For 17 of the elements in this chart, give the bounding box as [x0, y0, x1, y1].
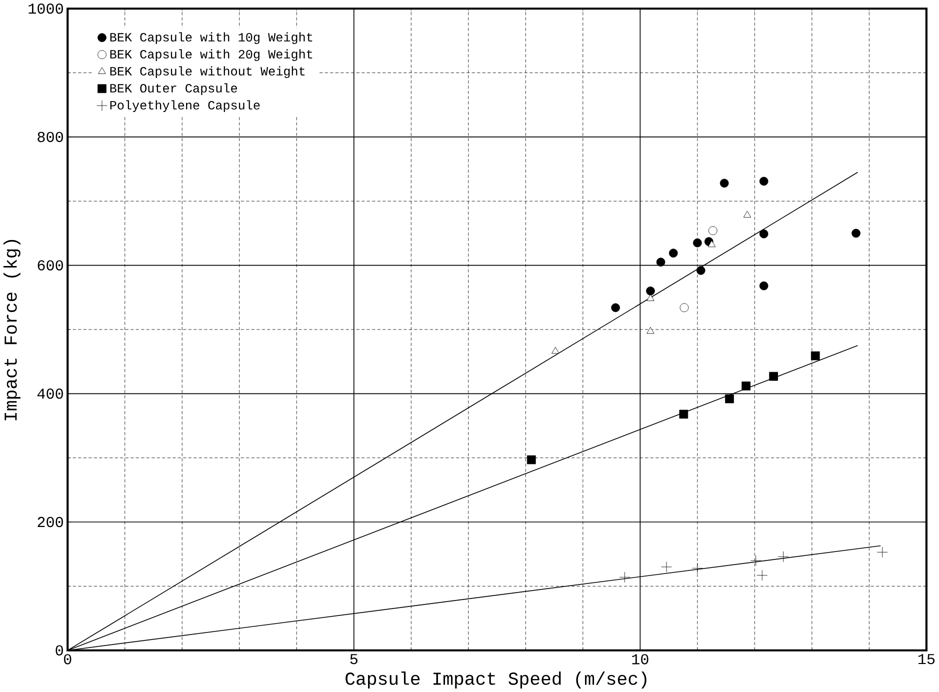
legend-label: Polyethylene Capsule [110, 100, 260, 112]
y-tick-label: 0 [56, 645, 63, 656]
x-tick-label: 10 [632, 654, 648, 664]
legend-label: BEK Capsule with 10g Weight [110, 32, 312, 44]
y-tick-label: 600 [38, 260, 63, 270]
x-tick-label: 15 [918, 654, 935, 664]
legend-label: BEK Outer Capsule [110, 83, 238, 96]
x-axis-title: Capsule Impact Speed (m/sec) [346, 672, 646, 688]
y-tick-label: 1000 [28, 4, 63, 14]
x-tick-label: 5 [350, 654, 358, 664]
x-tick-label: 0 [64, 654, 72, 664]
y-tick-label: 200 [38, 516, 63, 528]
legend-label: BEK Capsule with 20g Weight [110, 49, 312, 62]
legend-label: BEK Capsule without Weight [110, 66, 305, 78]
y-tick-label: 800 [38, 132, 63, 142]
y-tick-label: 400 [37, 388, 63, 399]
y-axis-title: Impact Force (kg) [3, 240, 20, 420]
